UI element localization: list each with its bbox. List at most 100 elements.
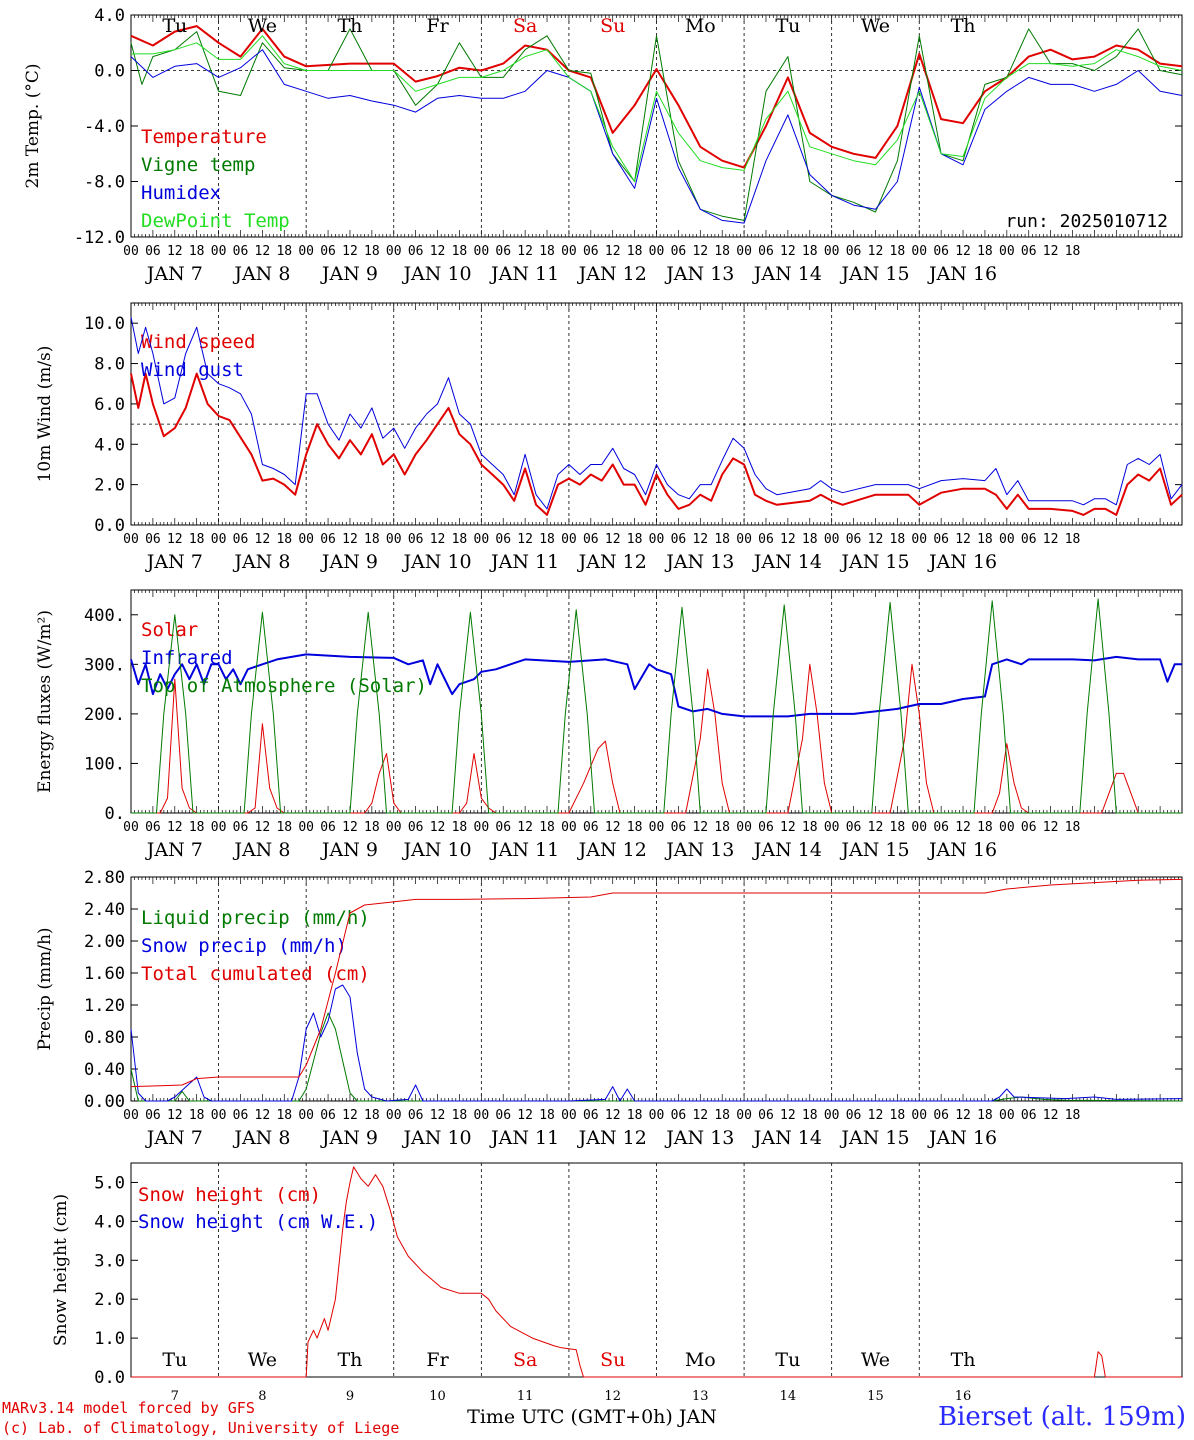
- x-axis-label: Time UTC (GMT+0h) JAN: [467, 1406, 717, 1428]
- hour-tick-label: 18: [1065, 244, 1081, 259]
- y-tick-label: -4.0: [84, 117, 125, 137]
- y-tick-label: 1.0: [94, 1329, 125, 1349]
- day-name-label: Mo: [685, 15, 716, 37]
- date-label: JAN 8: [232, 1127, 290, 1149]
- hour-tick-label: 12: [430, 820, 446, 835]
- legend-entry: Temperature: [141, 126, 267, 148]
- hour-tick-label: 18: [189, 532, 205, 547]
- hour-tick-label: 12: [517, 1108, 533, 1123]
- hour-tick-label: 00: [561, 820, 577, 835]
- y-tick-label: 0.0: [94, 62, 125, 82]
- hour-tick-label: 18: [714, 1108, 730, 1123]
- day-name-label: We: [248, 15, 277, 37]
- date-label: JAN 11: [489, 551, 559, 573]
- hour-tick-label: 18: [627, 1108, 643, 1123]
- y-tick-label: 4.0: [94, 1212, 125, 1232]
- station-name: Bierset (alt. 159m): [937, 1402, 1186, 1432]
- date-label: JAN 7: [145, 1127, 203, 1149]
- hour-tick-label: 06: [758, 532, 774, 547]
- y-axis-label: Snow height (cm): [51, 1194, 71, 1346]
- hour-tick-label: 12: [342, 532, 358, 547]
- date-label: JAN 15: [839, 1127, 909, 1149]
- hour-tick-label: 00: [736, 244, 752, 259]
- hour-tick-label: 18: [714, 244, 730, 259]
- y-axis-label: 10m Wind (m/s): [35, 346, 55, 483]
- hour-tick-label: 06: [671, 532, 687, 547]
- hour-tick-label: 12: [692, 244, 708, 259]
- hour-tick-label: 06: [583, 532, 599, 547]
- hour-tick-label: 12: [780, 1108, 796, 1123]
- hour-tick-label: 06: [320, 532, 336, 547]
- hour-tick-label: 12: [167, 820, 183, 835]
- hour-tick-label: 00: [561, 532, 577, 547]
- day-name-label: Tu: [775, 1349, 800, 1371]
- hour-tick-label: 12: [517, 244, 533, 259]
- day-name-label: Th: [951, 1349, 976, 1371]
- y-tick-label: 2.40: [84, 900, 125, 920]
- date-label: JAN 16: [927, 551, 997, 573]
- hour-tick-label: 06: [320, 244, 336, 259]
- hour-tick-label: 12: [517, 820, 533, 835]
- hour-tick-label: 06: [1021, 1108, 1037, 1123]
- hour-tick-label: 06: [495, 532, 511, 547]
- hour-tick-label: 18: [977, 532, 993, 547]
- hour-tick-label: 12: [167, 1108, 183, 1123]
- hour-tick-label: 06: [495, 244, 511, 259]
- hour-tick-label: 00: [298, 532, 314, 547]
- day-name-label: Th: [337, 1349, 362, 1371]
- hour-tick-label: 12: [692, 1108, 708, 1123]
- hour-tick-label: 12: [955, 244, 971, 259]
- hour-tick-label: 18: [452, 1108, 468, 1123]
- series-line-snow-height-cm-: [131, 1166, 1182, 1378]
- date-label: JAN 15: [839, 839, 909, 861]
- legend-entry: Infrared: [141, 647, 233, 669]
- hour-tick-label: 12: [167, 244, 183, 259]
- hour-tick-label: 00: [911, 244, 927, 259]
- hour-tick-label: 06: [320, 820, 336, 835]
- date-label: JAN 8: [232, 839, 290, 861]
- hour-tick-label: 00: [123, 820, 139, 835]
- date-label: JAN 15: [839, 551, 909, 573]
- y-tick-label: 0.0: [94, 1368, 125, 1388]
- y-tick-label: 2.0: [94, 476, 125, 496]
- hour-tick-label: 00: [736, 820, 752, 835]
- date-label: JAN 12: [577, 839, 647, 861]
- date-label: JAN 7: [145, 839, 203, 861]
- hour-tick-label: 00: [999, 532, 1015, 547]
- y-tick-label: 400.: [84, 606, 125, 626]
- hour-tick-label: 12: [868, 820, 884, 835]
- hour-tick-label: 06: [583, 244, 599, 259]
- hour-tick-label: 18: [890, 532, 906, 547]
- hour-tick-label: 06: [846, 820, 862, 835]
- hour-tick-label: 06: [408, 820, 424, 835]
- hour-tick-label: 00: [649, 532, 665, 547]
- hour-tick-label: 06: [933, 820, 949, 835]
- series-line-wind-gust: [130, 317, 1183, 510]
- hour-tick-label: 12: [517, 532, 533, 547]
- y-tick-label: 2.0: [94, 1290, 125, 1310]
- hour-tick-label: 00: [298, 1108, 314, 1123]
- hour-tick-label: 12: [605, 244, 621, 259]
- y-tick-label: 0.: [105, 804, 125, 824]
- date-label: JAN 15: [839, 263, 909, 285]
- day-name-label: Tu: [162, 1349, 187, 1371]
- date-label: JAN 8: [232, 263, 290, 285]
- hour-tick-label: 06: [758, 244, 774, 259]
- hour-tick-label: 06: [1021, 244, 1037, 259]
- hour-tick-label: 06: [233, 244, 249, 259]
- hour-tick-label: 00: [999, 1108, 1015, 1123]
- hour-tick-label: 12: [780, 244, 796, 259]
- hour-tick-label: 18: [539, 820, 555, 835]
- hour-tick-label: 18: [276, 820, 292, 835]
- day-number-label: 15: [867, 1389, 884, 1404]
- date-label: JAN 9: [320, 1127, 378, 1149]
- hour-tick-label: 00: [649, 820, 665, 835]
- hour-tick-label: 12: [430, 532, 446, 547]
- hour-tick-label: 12: [955, 820, 971, 835]
- hour-tick-label: 06: [846, 1108, 862, 1123]
- date-label: JAN 12: [577, 263, 647, 285]
- y-tick-label: 4.0: [94, 435, 125, 455]
- hour-tick-label: 18: [452, 820, 468, 835]
- hour-tick-label: 18: [189, 244, 205, 259]
